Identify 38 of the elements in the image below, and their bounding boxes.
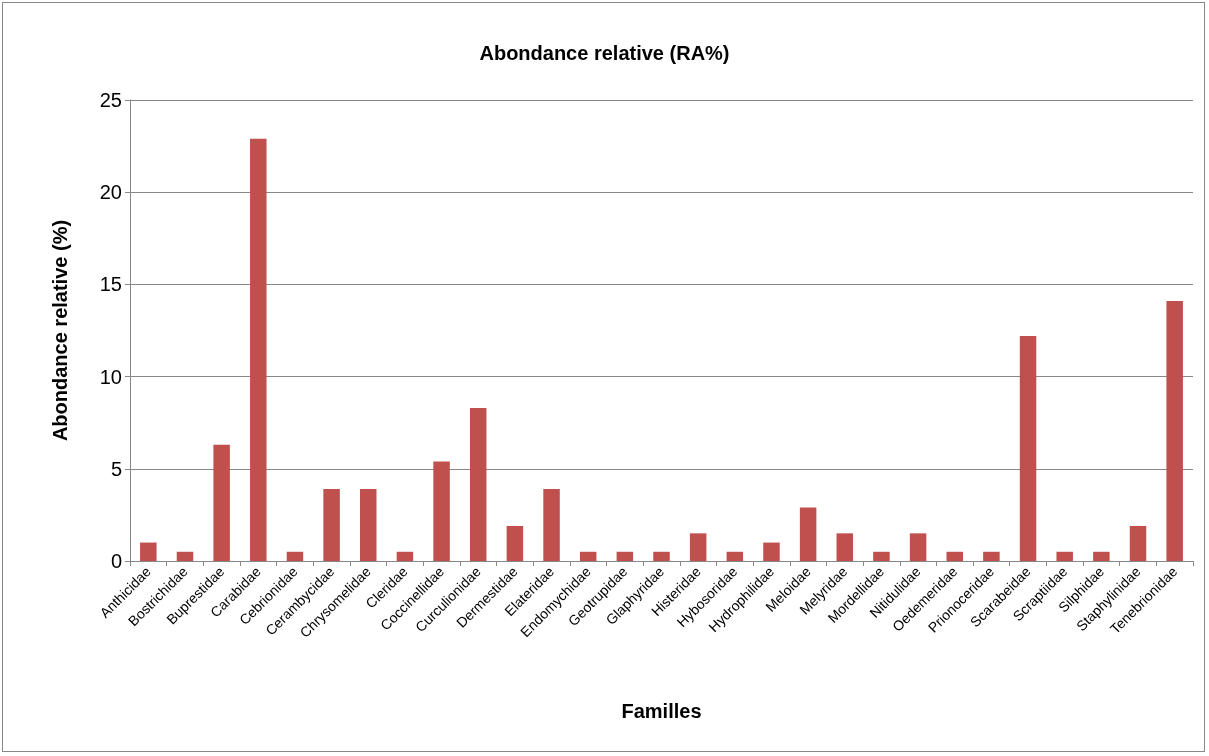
bar [1093, 551, 1110, 561]
bar [689, 533, 707, 561]
bar [653, 551, 670, 561]
y-tick-label: 15 [99, 273, 122, 296]
bar [1056, 551, 1073, 561]
bar [616, 551, 634, 561]
y-tick-label: 10 [99, 365, 122, 388]
bar [469, 407, 487, 561]
y-tick-label: 5 [110, 457, 122, 480]
bar [213, 444, 230, 561]
bar [799, 507, 817, 561]
bar [946, 551, 963, 561]
bar [543, 489, 560, 561]
bar [579, 551, 597, 561]
bar [763, 542, 780, 561]
y-tick-label: 20 [99, 181, 122, 204]
bar [323, 489, 340, 561]
bar [909, 533, 927, 561]
bar [396, 551, 414, 561]
y-tick-label: 25 [99, 89, 122, 111]
bar [250, 138, 267, 561]
bar [176, 551, 194, 561]
bar [360, 489, 377, 561]
bar [1019, 336, 1037, 561]
y-axis-title: Abondance relative (%) [49, 219, 71, 442]
bar [1166, 301, 1183, 561]
y-tick-label: 0 [110, 550, 122, 572]
bar [140, 542, 157, 561]
bar [873, 551, 890, 561]
bar [506, 525, 524, 561]
x-axis-title: Familles [621, 700, 702, 722]
bar [726, 551, 744, 561]
bar [286, 551, 304, 561]
bar [836, 533, 854, 561]
bar [1129, 525, 1147, 561]
bar [433, 461, 450, 561]
chart-title: Abondance relative (RA%) [479, 42, 730, 64]
bar [983, 551, 1000, 561]
